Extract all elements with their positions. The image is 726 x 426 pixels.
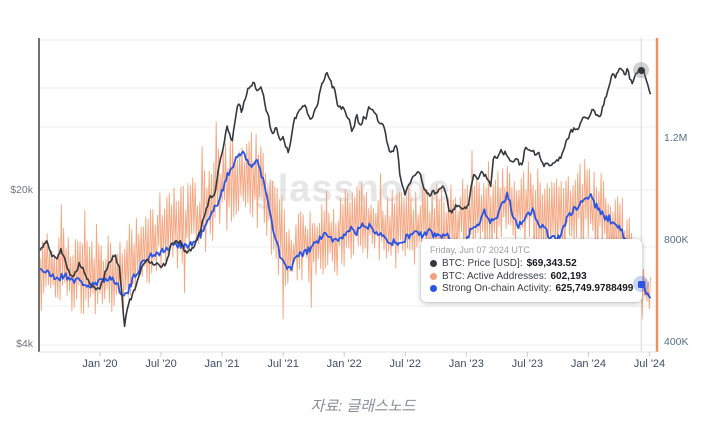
price-series-dot-icon (430, 260, 437, 268)
x-axis-label: Jan '22 (326, 358, 362, 370)
strong-activity-series-dot-icon (430, 285, 437, 293)
series-strong-activity-line (39, 150, 652, 299)
tooltip: Friday, Jun 07 2024 UTC BTC: Price [USD]… (421, 239, 643, 302)
glassnode-watermark: glassnode (254, 168, 451, 210)
series-price-line (39, 67, 652, 328)
right-axis-tick-800k: 800K (664, 234, 689, 246)
price-hover-marker (633, 62, 650, 79)
right-axis-tick-400k: 400K (664, 336, 689, 348)
left-axis-tick-20k: $20k (10, 184, 33, 196)
tooltip-strong-activity-value: 625,749.9788499 (555, 283, 634, 294)
tooltip-row-active-addresses: BTC: Active Addresses: 602,193 (430, 271, 633, 283)
source-caption: 자료: 글래스노드 (310, 398, 416, 415)
active-addresses-series-dot-icon (430, 272, 437, 280)
plot-svg[interactable]: glassnode (0, 0, 726, 390)
x-axis-label: Jul '22 (389, 358, 421, 370)
x-axis-label: Jul '21 (267, 358, 299, 370)
right-axis-tick-1-2m: 1.2M (664, 132, 688, 144)
tooltip-row-strong-activity: Strong On-chain Activity: 625,749.978849… (430, 283, 633, 295)
x-axis-label: Jan '24 (570, 358, 606, 370)
price-hover-dot-icon (637, 66, 645, 74)
x-axis-label: Jul '24 (633, 358, 666, 370)
tooltip-date: Friday, Jun 07 2024 UTC (430, 245, 530, 255)
tooltip-active-addresses-label: BTC: Active Addresses: (442, 270, 547, 282)
x-axis-label: Jul '23 (511, 358, 544, 370)
tooltip-price-value: $69,343.52 (526, 258, 577, 269)
tooltip-price-label: BTC: Price [USD]: (442, 258, 523, 269)
x-axis-label: Jan '23 (448, 358, 484, 370)
tooltip-row-price: BTC: Price [USD]: $69,343.52 (430, 258, 633, 270)
series-active-addresses-line (39, 121, 651, 320)
x-axis-label: Jan '21 (204, 358, 240, 370)
tooltip-strong-activity-label: Strong On-chain Activity: (442, 283, 552, 294)
x-axis-label: Jan '20 (82, 358, 118, 370)
tooltip-active-addresses-value: 602,193 (550, 270, 587, 282)
left-axis-tick-4k: $4k (16, 338, 33, 350)
activity-hover-dot-icon (637, 280, 645, 288)
x-axis-label: Jul '20 (145, 358, 177, 370)
activity-hover-marker (633, 276, 650, 293)
